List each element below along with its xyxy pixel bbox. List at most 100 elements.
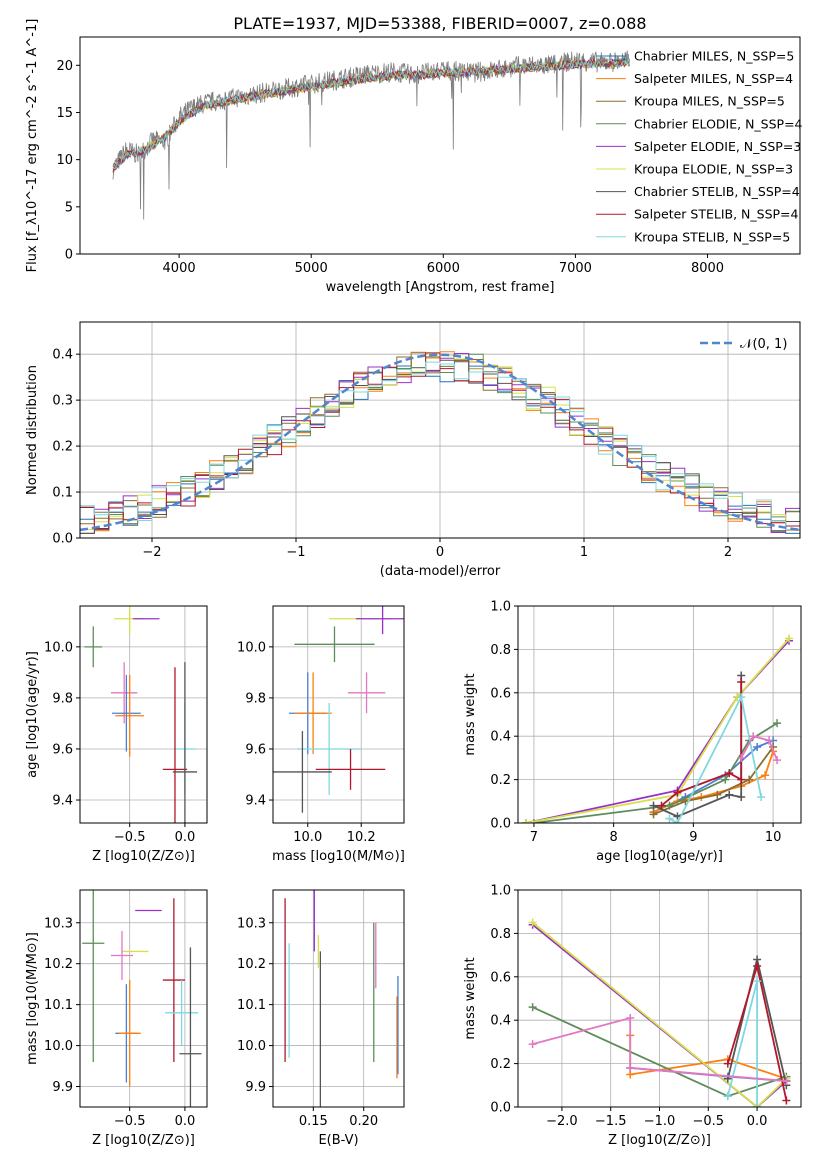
y-tick-label: 0.4 xyxy=(490,730,511,745)
y-tick-label: 10.1 xyxy=(44,998,73,1013)
y-tick-label: 0.6 xyxy=(490,970,511,985)
weight-marker xyxy=(782,1096,791,1105)
y-tick-label: 0.0 xyxy=(490,1101,511,1116)
weight-line xyxy=(525,637,790,823)
x-tick-label: 9 xyxy=(689,830,697,845)
x-tick-label: −2 xyxy=(142,545,161,560)
y-axis-label: age [log10(age/yr)] xyxy=(25,651,40,778)
axes-frame xyxy=(272,889,405,1108)
y-tick-label: 9.8 xyxy=(245,691,266,706)
weight-marker xyxy=(785,634,794,643)
mass-age-axes xyxy=(273,606,404,823)
x-tick-label: 8 xyxy=(610,830,618,845)
y-tick-label: 0.2 xyxy=(490,1057,511,1072)
x-axis-label: Z [log10(Z/Z⊙)] xyxy=(92,1133,195,1148)
legend-label: Kroupa MILES, N_SSP=5 xyxy=(634,94,785,109)
legend-label: Salpeter ELODIE, N_SSP=3 xyxy=(634,139,801,154)
age-weight-frame: 7 8 9 10 0.0 0.2 0.4 0.6 0.8 1.0 age [log10(age/yr… xyxy=(463,600,802,864)
x-tick-label: 0 xyxy=(436,545,444,560)
x-tick-label: −2.0 xyxy=(546,1114,578,1129)
spectrum-legend: Chabrier MILES, N_SSP=5 Salpeter MILES, N… xyxy=(596,49,803,244)
weight-marker xyxy=(528,1003,537,1012)
age-weight-marks xyxy=(521,634,794,823)
z-weight-axes xyxy=(518,889,801,1108)
y-tick-label: 10.0 xyxy=(237,1039,266,1054)
y-tick-label: 9.6 xyxy=(245,742,266,757)
x-tick-label: −1.0 xyxy=(644,1114,676,1129)
x-tick-label: 0.20 xyxy=(349,1114,378,1129)
age-weight-axes xyxy=(518,605,801,824)
weight-marker xyxy=(723,1092,732,1101)
legend-label: Chabrier ELODIE, N_SSP=4 xyxy=(634,116,803,131)
legend-label: Kroupa ELODIE, N_SSP=3 xyxy=(634,162,793,177)
residual-legend: 𝒩(0, 1) xyxy=(700,337,787,352)
y-tick-label: 0.8 xyxy=(490,927,511,942)
x-tick-label: −0.5 xyxy=(114,1114,146,1129)
x-tick-label: 10.0 xyxy=(293,830,322,845)
y-axis-label: mass weight xyxy=(463,957,478,1039)
y-tick-label: 0.4 xyxy=(490,1014,511,1029)
ebv-mass-marks xyxy=(284,890,399,1107)
z-age-marks xyxy=(84,606,198,823)
y-tick-label: 20 xyxy=(56,59,73,74)
y-tick-label: 10.0 xyxy=(44,1039,73,1054)
x-tick-label: 0.0 xyxy=(175,830,196,845)
x-axis-label: (data-model)/error xyxy=(380,564,501,579)
x-tick-label: 0.0 xyxy=(747,1114,768,1129)
weight-marker xyxy=(528,1040,537,1049)
axes-frame xyxy=(272,605,405,824)
y-tick-label: 10.3 xyxy=(44,916,73,931)
mass-age-frame: 10.0 10.2 9.4 9.6 9.8 10.0 mass [log10(M/M⊙)] xyxy=(237,605,405,864)
weight-marker xyxy=(721,775,730,784)
histogram-step xyxy=(80,352,800,529)
spectrum-model-line xyxy=(112,58,631,172)
y-tick-label: 1.0 xyxy=(490,884,511,899)
z-age-frame: −0.5 0.0 9.4 9.6 9.8 10.0 Z [log10(Z/Z⊙)] age [… xyxy=(25,605,208,864)
y-tick-label: 10.0 xyxy=(237,640,266,655)
y-tick-label: 10.3 xyxy=(237,916,266,931)
y-axis-label: mass [log10(M/M⊙)] xyxy=(25,932,40,1065)
ebv-mass-axes xyxy=(273,890,404,1107)
weight-marker xyxy=(529,819,538,823)
z-weight-frame: −2.0 −1.5 −1.0 −0.5 0.0 0.0 0.2 0.4 0.6 0.8 1.0 Z [… xyxy=(463,884,802,1148)
weight-line xyxy=(740,735,778,761)
weight-marker xyxy=(753,961,762,970)
x-tick-label: 8000 xyxy=(691,261,724,276)
weight-marker xyxy=(737,792,746,801)
y-tick-label: 0.6 xyxy=(490,686,511,701)
y-axis-label: mass weight xyxy=(463,673,478,755)
weight-marker xyxy=(626,1063,635,1072)
residuals-marks xyxy=(80,351,800,534)
x-axis-label: age [log10(age/yr)] xyxy=(596,849,723,864)
weight-marker xyxy=(773,756,782,765)
x-tick-label: 10.2 xyxy=(347,830,376,845)
x-axis-label: E(B-V) xyxy=(318,1133,358,1148)
spectrum-model-line xyxy=(112,58,631,169)
z-mass-frame: −0.5 0.0 9.9 10.0 10.1 10.2 10.3 Z [log10(Z/Z⊙)… xyxy=(25,889,208,1148)
x-axis-label: Z [log10(Z/Z⊙)] xyxy=(92,849,195,864)
legend-label: Chabrier MILES, N_SSP=5 xyxy=(634,49,794,64)
weight-line xyxy=(525,640,790,823)
y-tick-label: 5 xyxy=(65,200,73,215)
weight-marker xyxy=(657,801,666,810)
weight-marker xyxy=(753,977,762,986)
y-axis-label: Normed distribution xyxy=(25,365,40,495)
x-tick-label: −0.5 xyxy=(693,1114,725,1129)
residuals-frame: −2 −1 0 1 2 0.0 0.1 0.2 0.3 0.4 (data-model)/error… xyxy=(25,321,801,579)
weight-marker xyxy=(665,814,674,823)
y-tick-label: 0.2 xyxy=(52,440,73,455)
weight-marker xyxy=(773,719,782,728)
y-tick-label: 9.4 xyxy=(52,794,73,809)
y-tick-label: 10.0 xyxy=(44,640,73,655)
weight-marker xyxy=(761,771,770,780)
x-tick-label: 2 xyxy=(724,545,732,560)
weight-line xyxy=(660,682,743,807)
mass-age-marks xyxy=(273,606,404,813)
y-tick-label: 0.8 xyxy=(490,643,511,658)
weight-marker xyxy=(725,790,734,799)
y-tick-label: 10 xyxy=(56,153,73,168)
x-axis-label: Z [log10(Z/Z⊙)] xyxy=(608,1133,711,1148)
histogram-step xyxy=(80,361,800,530)
y-tick-label: 10.2 xyxy=(237,957,266,972)
x-tick-label: 7000 xyxy=(559,261,592,276)
